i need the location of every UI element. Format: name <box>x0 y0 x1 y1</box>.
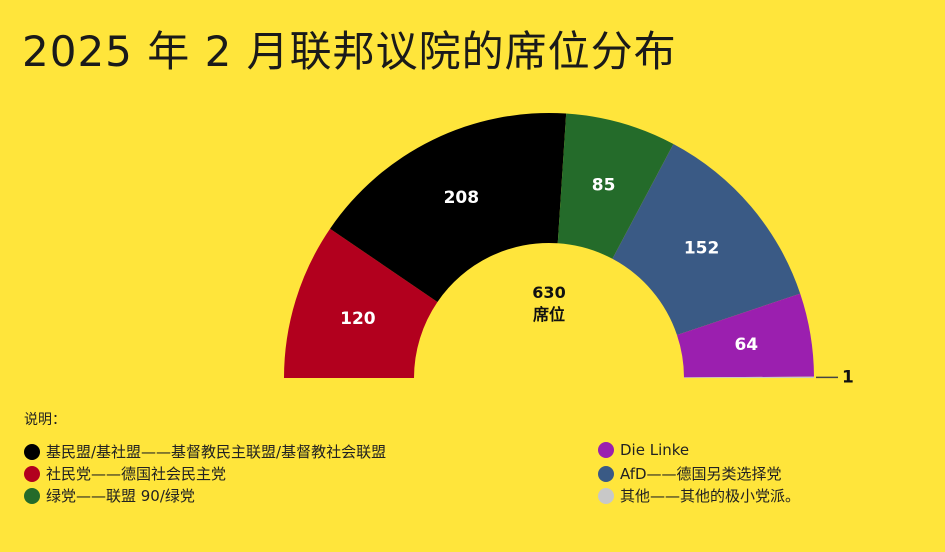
segment-value-label-3: 152 <box>684 239 720 259</box>
chart-segment-labels: 120 208 85 152 64 1 <box>340 176 854 388</box>
legend-item-cdu-csu: 基民盟/基社盟——基督教民主联盟/基督教社会联盟 <box>24 441 386 462</box>
center-total-value: 630 <box>532 283 565 302</box>
legend-item-greens: 绿党——联盟 90/绿党 <box>24 485 195 506</box>
center-total-label: 席位 <box>533 305 565 324</box>
legend-swatch <box>24 487 40 504</box>
legend-label: 绿党——联盟 90/绿党 <box>46 487 195 505</box>
segment-value-label-1: 208 <box>444 188 480 208</box>
legend-heading: 说明： <box>24 412 66 428</box>
legend-label: Die Linke <box>620 441 690 459</box>
legend-item-afd: AfD——德国另类选择党 <box>598 463 782 484</box>
chart-segments <box>284 113 814 378</box>
legend-label: AfD——德国另类选择党 <box>620 465 782 483</box>
legend-label: 其他——其他的极小党派。 <box>620 487 801 505</box>
segment-value-label-5: 1 <box>842 367 854 387</box>
segment-4 <box>676 293 814 378</box>
segment-value-label-2: 85 <box>592 176 616 196</box>
legend-swatch <box>24 465 40 482</box>
legend-swatch <box>24 443 40 460</box>
chart-title: 2025 年 2 月联邦议院的席位分布 <box>22 27 677 76</box>
segment-1 <box>330 113 567 302</box>
legend-label: 社民党——德国社会民主党 <box>46 465 227 483</box>
segment-2 <box>557 113 674 259</box>
legend-label: 基民盟/基社盟——基督教民主联盟/基督教社会联盟 <box>46 443 387 461</box>
segment-0 <box>284 228 438 378</box>
legend-item-others: 其他——其他的极小党派。 <box>598 485 800 506</box>
legend-swatch <box>598 465 614 482</box>
legend-item-die-linke: Die Linke <box>598 441 689 459</box>
segment-value-label-0: 120 <box>340 309 376 329</box>
legend-swatch <box>598 487 614 504</box>
legend-item-spd: 社民党——德国社会民主党 <box>24 463 226 484</box>
legend-swatch <box>598 442 614 458</box>
segment-value-label-4: 64 <box>734 335 758 355</box>
segment-5 <box>683 376 814 378</box>
segment-3 <box>612 144 801 336</box>
